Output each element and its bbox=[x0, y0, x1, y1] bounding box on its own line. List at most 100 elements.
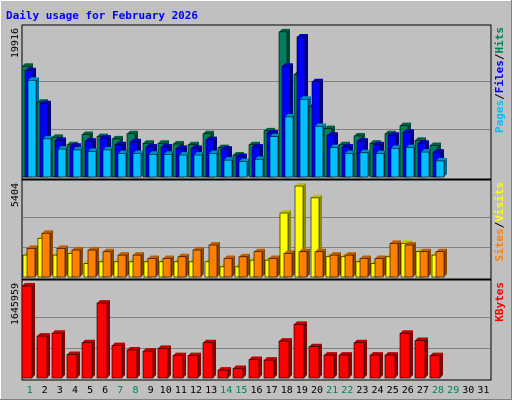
bar-kbytes bbox=[217, 369, 229, 379]
bar-sites-top bbox=[269, 255, 280, 259]
bar-kbytes-top bbox=[52, 330, 65, 334]
bar-sites-side bbox=[80, 247, 83, 277]
bar-sites bbox=[102, 251, 112, 278]
bar-hits-top bbox=[112, 135, 123, 139]
bar-kbytes-top bbox=[324, 352, 337, 356]
bar-pages bbox=[87, 151, 97, 178]
bar-sites bbox=[238, 256, 248, 278]
bar-kbytes-top bbox=[97, 300, 110, 304]
bar-sites bbox=[177, 256, 187, 278]
bar-hits-top bbox=[158, 140, 169, 144]
bar-sites-side bbox=[247, 253, 250, 277]
bar-kbytes-side bbox=[334, 352, 337, 378]
bar-sites bbox=[147, 258, 157, 278]
bar-pages bbox=[72, 149, 82, 178]
bar-pages-top bbox=[43, 135, 54, 139]
bar-files-top bbox=[403, 129, 414, 133]
bar-pages-top bbox=[285, 113, 296, 117]
x-tick-label: 13 bbox=[205, 385, 217, 396]
bar-pages bbox=[314, 126, 324, 178]
bar-visits-top bbox=[295, 183, 306, 187]
bar-sites-side bbox=[277, 255, 280, 277]
legend-visits: Sites/Visits bbox=[493, 182, 506, 262]
legend-entry: Visits bbox=[493, 182, 506, 222]
bar-kbytes-top bbox=[339, 352, 352, 356]
bar-pages bbox=[329, 147, 339, 178]
bar-pages-top bbox=[58, 146, 69, 150]
x-tick-label: 2 bbox=[42, 385, 48, 396]
x-tick-label: 15 bbox=[235, 385, 247, 396]
bar-pages-top bbox=[239, 158, 250, 162]
bar-sites bbox=[71, 249, 81, 278]
bar-files-top bbox=[357, 138, 368, 142]
bar-hits-top bbox=[22, 63, 33, 67]
bar-kbytes-top bbox=[385, 352, 398, 356]
bar-kbytes bbox=[187, 355, 199, 379]
bar-kbytes bbox=[111, 345, 123, 379]
bar-hits-top bbox=[127, 130, 138, 134]
bar-files-top bbox=[40, 100, 51, 104]
bar-hits-top bbox=[415, 137, 426, 141]
legend-entry: Files bbox=[493, 60, 506, 93]
bar-sites-top bbox=[57, 245, 68, 249]
bar-sites-side bbox=[201, 247, 204, 277]
panel-kbytes: 1645959 KBytes bbox=[10, 279, 506, 381]
bar-sites-side bbox=[413, 242, 416, 277]
bar-kbytes-side bbox=[168, 345, 171, 378]
bar-sites bbox=[314, 251, 324, 278]
bar-kbytes-top bbox=[294, 321, 307, 325]
bar-hits-top bbox=[400, 122, 411, 126]
bar-pages bbox=[254, 159, 264, 178]
bar-kbytes bbox=[36, 335, 48, 379]
y-max-label: 1645959 bbox=[10, 283, 21, 325]
bar-sites-side bbox=[232, 255, 235, 277]
bar-pages-top bbox=[255, 156, 266, 160]
bar-files-top bbox=[221, 146, 232, 150]
bar-pages-top bbox=[28, 77, 39, 81]
bar-sites-top bbox=[239, 253, 250, 257]
bar-files-top bbox=[55, 137, 66, 141]
bar-kbytes-side bbox=[259, 356, 262, 378]
panels: 19916Pages/Files/Hits5404Sites/Visits164… bbox=[10, 24, 506, 381]
bar-sites bbox=[389, 243, 399, 278]
bar-kbytes bbox=[263, 359, 275, 379]
bar-sites bbox=[329, 254, 339, 278]
bar-pages bbox=[102, 149, 112, 178]
bar-kbytes bbox=[308, 346, 320, 379]
bar-files-top bbox=[130, 138, 141, 142]
bar-kbytes bbox=[384, 354, 396, 379]
bar-sites-side bbox=[428, 248, 431, 277]
bar-kbytes-side bbox=[92, 339, 95, 378]
bar-kbytes-top bbox=[430, 352, 443, 356]
bar-sites bbox=[419, 251, 429, 278]
bar-sites bbox=[344, 254, 354, 278]
bar-kbytes-side bbox=[349, 352, 352, 378]
x-tick-label: 31 bbox=[477, 385, 489, 396]
bar-sites-top bbox=[345, 252, 356, 256]
bar-files-top bbox=[418, 140, 429, 144]
bar-sites-side bbox=[156, 255, 159, 277]
x-tick-label: 11 bbox=[175, 385, 187, 396]
bar-kbytes-top bbox=[188, 352, 201, 356]
bar-sites bbox=[41, 232, 51, 278]
bar-hits-top bbox=[430, 142, 441, 146]
bar-sites-side bbox=[323, 248, 326, 277]
legend-entry: / bbox=[493, 93, 506, 100]
bar-pages bbox=[405, 147, 415, 178]
bar-hits-top bbox=[324, 125, 335, 129]
bar-pages-top bbox=[118, 150, 129, 154]
x-tick-label: 7 bbox=[117, 385, 123, 396]
bar-pages bbox=[359, 152, 369, 178]
bar-pages-top bbox=[436, 157, 447, 161]
bar-kbytes bbox=[81, 342, 93, 379]
bar-sites-top bbox=[299, 248, 310, 252]
bar-kbytes-top bbox=[203, 339, 216, 343]
bar-sites-side bbox=[50, 230, 53, 277]
bar-sites-top bbox=[118, 252, 129, 256]
bar-files-top bbox=[161, 143, 172, 147]
x-tick-label: 27 bbox=[417, 385, 429, 396]
bar-kbytes-side bbox=[137, 347, 140, 378]
x-tick-label: 20 bbox=[311, 385, 323, 396]
bar-files-top bbox=[100, 135, 111, 139]
